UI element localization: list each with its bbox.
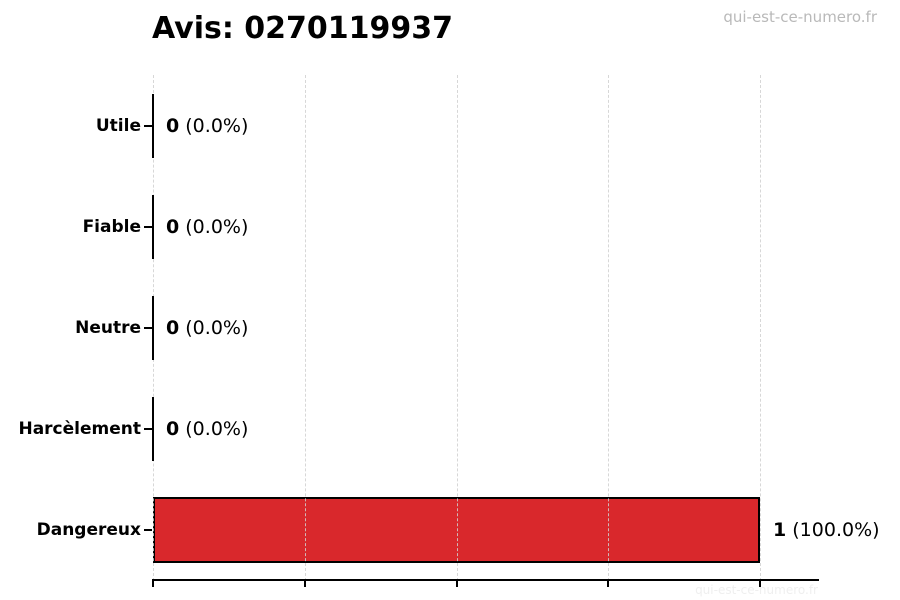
y-axis-tick <box>144 327 152 329</box>
category-label: Neutre <box>75 318 141 338</box>
value-percent: (0.0%) <box>179 215 249 238</box>
value-label: 0 (0.0%) <box>166 314 248 342</box>
zero-bar <box>152 194 154 259</box>
gridline <box>760 75 761 581</box>
value-count: 0 <box>166 215 180 238</box>
y-axis-tick <box>144 428 152 431</box>
watermark-top: qui-est-ce-numero.fr <box>723 8 877 26</box>
zero-bar <box>152 397 154 462</box>
x-axis-tick <box>455 581 458 587</box>
category-label: Utile <box>95 115 141 136</box>
zero-bar <box>152 93 154 158</box>
x-axis-line <box>152 579 819 581</box>
x-axis-tick <box>607 581 610 587</box>
watermark-bottom: qui-est-ce-numero.fr <box>695 583 818 597</box>
gridline <box>304 75 306 581</box>
category-label: Harcèlement <box>18 419 141 440</box>
value-label: 0 (0.0%) <box>166 112 248 140</box>
value-count: 0 <box>166 114 180 137</box>
value-percent: (0.0%) <box>179 317 249 339</box>
y-axis-tick <box>144 225 152 228</box>
zero-bar <box>152 296 154 360</box>
category-label: Dangereux <box>36 520 141 541</box>
x-axis-tick <box>152 581 154 587</box>
y-axis-tick <box>144 124 152 127</box>
value-count: 0 <box>166 418 180 441</box>
gridline <box>608 75 610 581</box>
x-axis-tick <box>303 581 306 587</box>
value-label: 1 (100.0%) <box>773 516 880 544</box>
value-percent: (0.0%) <box>179 418 249 441</box>
x-axis-tick <box>759 581 761 587</box>
category-label: Fiable <box>82 216 141 237</box>
gridline <box>456 75 458 581</box>
chart-title: Avis: 0270119937 <box>152 11 454 46</box>
value-count: 0 <box>166 317 180 339</box>
value-count: 1 <box>773 519 787 542</box>
value-label: 0 (0.0%) <box>166 213 248 241</box>
value-percent: (100.0%) <box>786 519 880 542</box>
y-axis-tick <box>144 529 152 532</box>
value-percent: (0.0%) <box>179 114 249 137</box>
value-label: 0 (0.0%) <box>166 415 248 443</box>
